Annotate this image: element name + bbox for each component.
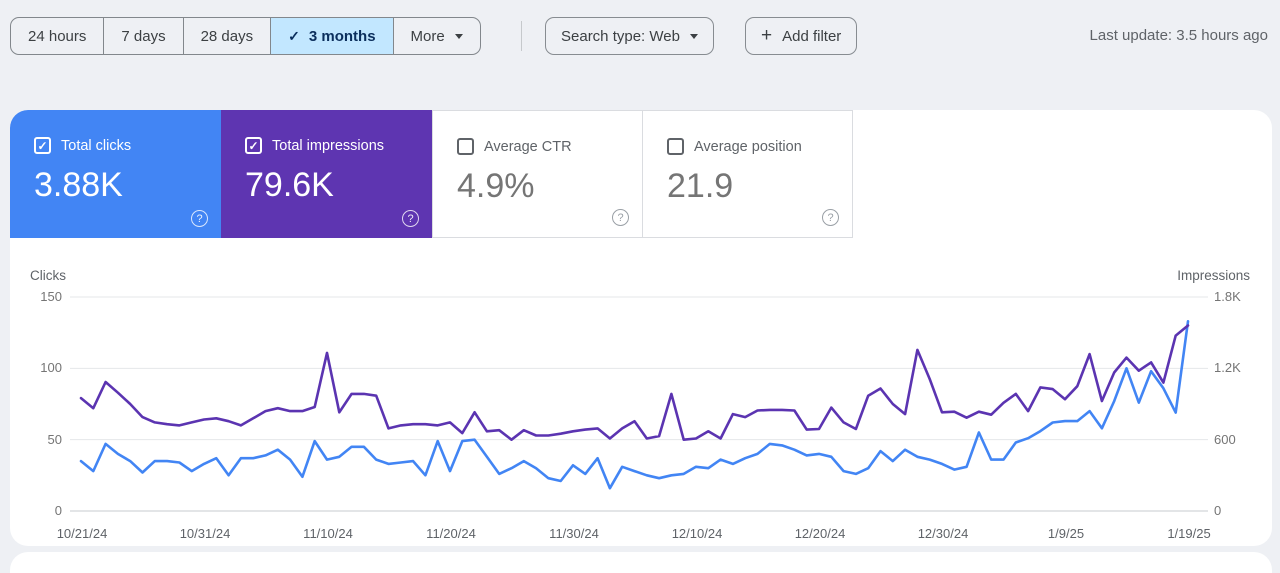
plus-icon: + bbox=[761, 25, 773, 46]
checkbox-unchecked-icon[interactable] bbox=[667, 138, 684, 155]
help-icon[interactable]: ? bbox=[822, 209, 839, 226]
search-type-dropdown[interactable]: Search type: Web bbox=[545, 17, 714, 55]
card-total-impressions[interactable]: ✓ Total impressions 79.6K ? bbox=[221, 110, 432, 238]
left-axis-tick: 150 bbox=[40, 289, 62, 304]
left-axis-title: Clicks bbox=[30, 268, 66, 283]
card-average-ctr[interactable]: Average CTR 4.9% ? bbox=[432, 110, 643, 238]
card-label: Average CTR bbox=[484, 138, 572, 155]
date-range-label: 7 days bbox=[121, 27, 166, 45]
help-icon[interactable]: ? bbox=[402, 210, 419, 227]
date-range-28-days[interactable]: 28 days bbox=[182, 18, 271, 54]
add-filter-label: Add filter bbox=[782, 27, 842, 45]
right-axis-tick: 0 bbox=[1214, 503, 1222, 518]
chevron-down-icon bbox=[454, 33, 463, 39]
help-icon[interactable]: ? bbox=[612, 209, 629, 226]
right-axis-tick: 600 bbox=[1214, 431, 1236, 447]
card-value: 3.88K bbox=[34, 166, 123, 204]
search-type-label: Search type: Web bbox=[561, 27, 680, 45]
metric-cards: ✓ Total clicks 3.88K ? ✓ Total impressio… bbox=[10, 110, 853, 238]
right-axis-title: Impressions bbox=[1177, 268, 1250, 283]
card-label: Total impressions bbox=[272, 137, 385, 154]
date-range-7-days[interactable]: 7 days bbox=[103, 18, 182, 54]
date-range-3-months[interactable]: ✓ 3 months bbox=[270, 18, 393, 54]
x-axis-tick: 1/19/25 bbox=[1167, 526, 1211, 541]
date-range-more-dropdown[interactable]: More bbox=[392, 18, 480, 54]
x-axis-tick: 11/20/24 bbox=[426, 526, 476, 541]
right-axis-tick: 1.8K bbox=[1214, 289, 1241, 304]
more-label: More bbox=[410, 27, 445, 45]
card-value: 4.9% bbox=[457, 167, 535, 205]
help-icon[interactable]: ? bbox=[191, 210, 208, 227]
date-range-label: 28 days bbox=[200, 27, 254, 45]
x-axis-tick: 12/30/24 bbox=[917, 526, 969, 541]
checkbox-checked-icon[interactable]: ✓ bbox=[245, 137, 262, 154]
date-range-segmented-control: 24 hours 7 days 28 days ✓ 3 months More bbox=[10, 17, 481, 55]
card-label: Average position bbox=[694, 138, 802, 155]
checkbox-unchecked-icon[interactable] bbox=[457, 138, 474, 155]
x-axis-tick: 1/9/25 bbox=[1047, 526, 1085, 541]
date-range-label: 3 months bbox=[308, 27, 376, 45]
x-axis-tick: 11/30/24 bbox=[549, 526, 599, 541]
add-filter-button[interactable]: + Add filter bbox=[745, 17, 858, 55]
card-total-clicks[interactable]: ✓ Total clicks 3.88K ? bbox=[10, 110, 221, 238]
date-range-24-hours[interactable]: 24 hours bbox=[11, 18, 103, 54]
x-axis-tick: 11/10/24 bbox=[303, 526, 353, 541]
left-axis-tick: 0 bbox=[54, 503, 62, 518]
toolbar-divider bbox=[521, 21, 522, 51]
card-value: 21.9 bbox=[667, 167, 734, 205]
x-axis-tick: 10/21/24 bbox=[56, 526, 108, 541]
x-axis-tick: 10/31/24 bbox=[179, 526, 231, 541]
left-axis-tick: 100 bbox=[40, 360, 62, 376]
x-axis-tick: 12/20/24 bbox=[794, 526, 846, 541]
last-update-text: Last update: 3.5 hours ago bbox=[1089, 27, 1268, 44]
checkmark-icon: ✓ bbox=[288, 27, 300, 44]
left-axis-tick: 50 bbox=[47, 431, 62, 447]
right-axis-tick: 1.2K bbox=[1214, 360, 1241, 376]
card-value: 79.6K bbox=[245, 166, 334, 204]
card-label: Total clicks bbox=[61, 137, 132, 154]
date-range-label: 24 hours bbox=[28, 27, 87, 45]
table-panel-top bbox=[10, 552, 1272, 573]
card-average-position[interactable]: Average position 21.9 ? bbox=[642, 110, 853, 238]
chevron-down-icon bbox=[689, 33, 698, 39]
x-axis-tick: 12/10/24 bbox=[671, 526, 723, 541]
checkbox-checked-icon[interactable]: ✓ bbox=[34, 137, 51, 154]
